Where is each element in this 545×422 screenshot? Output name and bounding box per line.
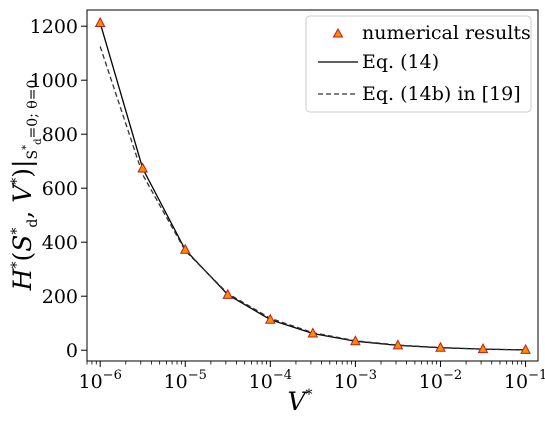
- legend-entry-eq14: Eq. (14): [318, 51, 439, 73]
- data-point-marker: [137, 162, 149, 173]
- data-point-marker: [520, 343, 531, 354]
- data-point-marker: [265, 313, 276, 324]
- y-tick-label: 1200: [30, 16, 78, 38]
- data-point-marker: [392, 339, 404, 350]
- y-axis-label: H*(S*d, V*)|S*d=0; θ=0: [8, 80, 44, 292]
- legend-label-eq14b: Eq. (14b) in [19]: [362, 83, 521, 105]
- data-point-marker: [350, 335, 361, 346]
- legend-box: [305, 15, 532, 113]
- data-point-marker: [307, 327, 319, 338]
- y-tick-label: 0: [66, 340, 78, 362]
- legend-label-eq14: Eq. (14): [362, 51, 439, 73]
- y-tick-label: 400: [42, 232, 78, 254]
- plot-frame: [86, 9, 539, 362]
- legend: numerical results Eq. (14) Eq. (14b) in …: [305, 15, 532, 113]
- x-tick-label: 10−2: [419, 368, 462, 393]
- data-point-marker: [94, 16, 106, 27]
- y-tick-label: 1000: [30, 70, 78, 92]
- y-axis-ticks: 0 200 400 600 800 1000 1200: [30, 16, 87, 362]
- data-point-marker: [435, 341, 446, 352]
- legend-label-numerical: numerical results: [362, 22, 531, 44]
- x-axis-label: V*: [287, 387, 312, 416]
- y-tick-label: 600: [42, 178, 78, 200]
- x-tick-label: 10−3: [334, 368, 377, 393]
- y-tick-label: 200: [42, 286, 78, 308]
- data-point-marker: [477, 343, 489, 354]
- x-tick-label: 10−5: [164, 368, 207, 393]
- x-tick-label: 10−4: [249, 368, 292, 393]
- x-tick-label: 10−1: [504, 368, 545, 393]
- marker-layer: [94, 16, 531, 354]
- legend-marker-triangle: [332, 27, 344, 38]
- data-point-marker: [179, 243, 191, 254]
- legend-entry-eq14b: Eq. (14b) in [19]: [318, 83, 521, 105]
- x-axis-ticks: 10−6 10−5 10−4 10−3 10−2 10−1: [78, 361, 545, 393]
- legend-entry-numerical: numerical results: [332, 22, 531, 44]
- y-tick-label: 800: [42, 124, 78, 146]
- data-point-marker: [222, 288, 234, 299]
- x-tick-label: 10−6: [78, 368, 121, 393]
